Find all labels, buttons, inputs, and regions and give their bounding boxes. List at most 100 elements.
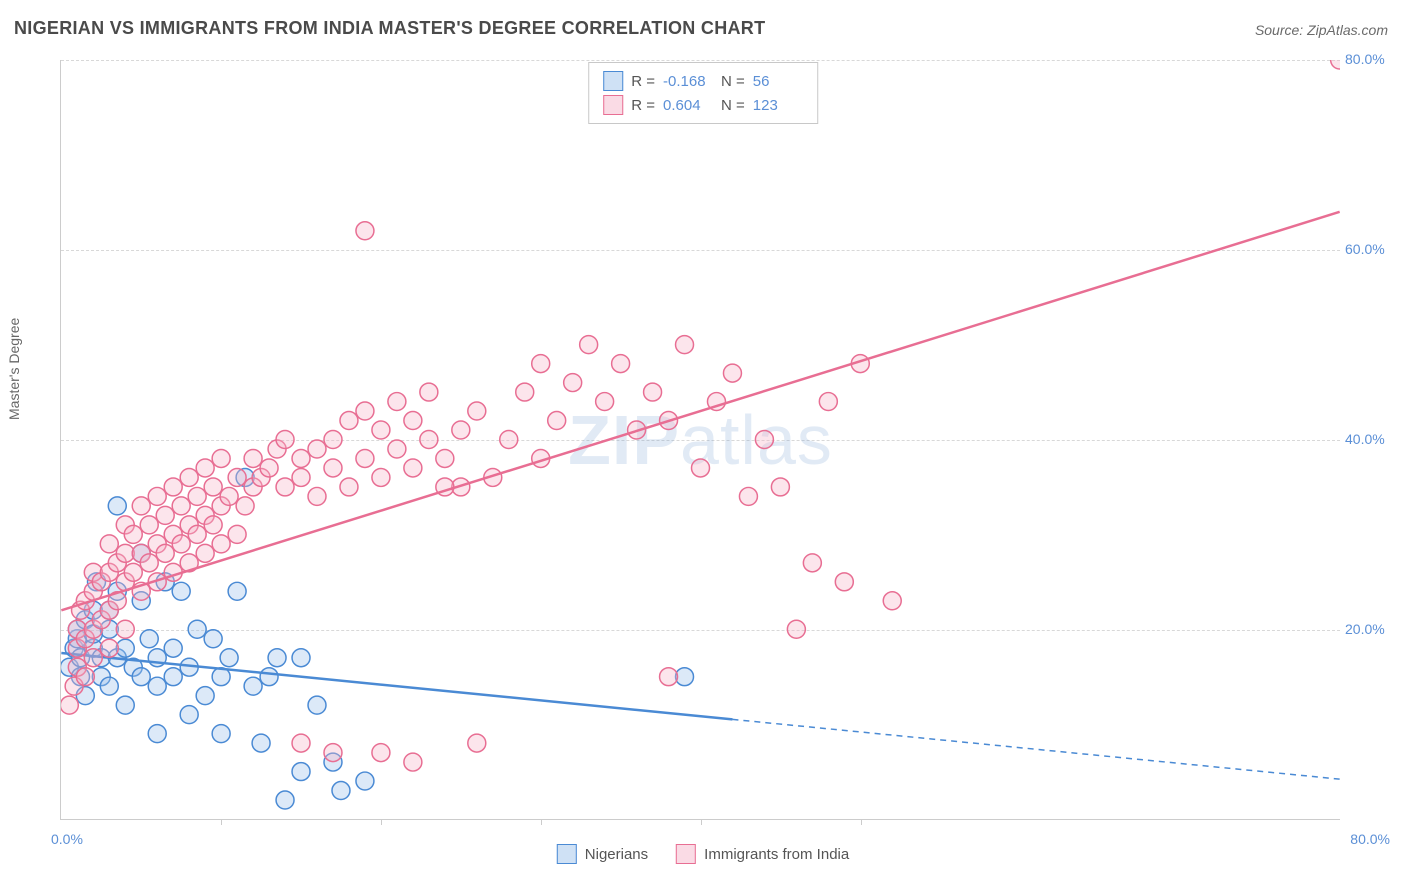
scatter-point <box>835 573 853 591</box>
scatter-point <box>61 696 78 714</box>
scatter-point <box>532 355 550 373</box>
scatter-point <box>172 535 190 553</box>
scatter-point <box>292 734 310 752</box>
scatter-point <box>324 459 342 477</box>
series-legend: Nigerians Immigrants from India <box>557 844 849 864</box>
scatter-point <box>148 725 166 743</box>
legend-item-india: Immigrants from India <box>676 844 849 864</box>
scatter-point <box>260 459 278 477</box>
scatter-point <box>244 449 262 467</box>
scatter-point <box>180 706 198 724</box>
scatter-point <box>324 431 342 449</box>
scatter-point <box>580 336 598 354</box>
scatter-point <box>452 421 470 439</box>
scatter-point <box>356 449 374 467</box>
scatter-point <box>172 497 190 515</box>
r-value-nigerians: -0.168 <box>663 73 713 90</box>
scatter-point <box>787 620 805 638</box>
scatter-point <box>212 725 230 743</box>
scatter-point <box>308 696 326 714</box>
scatter-point <box>356 772 374 790</box>
y-axis-label: Master's Degree <box>6 318 22 420</box>
scatter-point <box>148 487 166 505</box>
scatter-point <box>739 487 757 505</box>
scatter-point <box>228 525 246 543</box>
scatter-point <box>819 393 837 411</box>
scatter-point <box>100 535 118 553</box>
y-tick-label: 80.0% <box>1345 51 1400 67</box>
scatter-point <box>340 478 358 496</box>
scatter-point <box>156 506 174 524</box>
scatter-point <box>204 478 222 496</box>
n-value-india: 123 <box>753 97 803 114</box>
scatter-point <box>356 222 374 240</box>
scatter-point <box>644 383 662 401</box>
scatter-point <box>612 355 630 373</box>
scatter-point <box>372 421 390 439</box>
y-tick-label: 20.0% <box>1345 621 1400 637</box>
scatter-point <box>420 431 438 449</box>
scatter-point <box>100 639 118 657</box>
swatch-nigerians-icon <box>557 844 577 864</box>
x-tick-origin: 0.0% <box>51 831 83 847</box>
scatter-point <box>140 516 158 534</box>
n-label: N = <box>721 73 745 90</box>
scatter-point <box>124 525 142 543</box>
n-value-nigerians: 56 <box>753 73 803 90</box>
scatter-point <box>388 393 406 411</box>
scatter-point <box>372 744 390 762</box>
legend-item-nigerians: Nigerians <box>557 844 648 864</box>
n-label: N = <box>721 97 745 114</box>
scatter-point <box>204 630 222 648</box>
scatter-point <box>164 639 182 657</box>
r-label: R = <box>631 97 655 114</box>
scatter-point <box>156 544 174 562</box>
scatter-point <box>388 440 406 458</box>
scatter-point <box>404 412 422 430</box>
scatter-point <box>468 734 486 752</box>
trend-line <box>61 212 1339 610</box>
scatter-point <box>116 696 134 714</box>
scatter-point <box>220 487 238 505</box>
scatter-point <box>132 497 150 515</box>
scatter-point <box>212 535 230 553</box>
scatter-point <box>212 449 230 467</box>
swatch-india <box>603 95 623 115</box>
scatter-point <box>676 336 694 354</box>
scatter-point <box>140 630 158 648</box>
scatter-point <box>276 431 294 449</box>
scatter-point <box>660 668 678 686</box>
plot-area: ZIPatlas 0.0% 80.0% 20.0%40.0%60.0%80.0% <box>60 60 1340 820</box>
x-tick-mark <box>861 819 862 825</box>
scatter-point <box>244 677 262 695</box>
scatter-point <box>803 554 821 572</box>
r-label: R = <box>631 73 655 90</box>
swatch-nigerians <box>603 71 623 91</box>
scatter-point <box>260 668 278 686</box>
scatter-point <box>404 753 422 771</box>
legend-label-nigerians: Nigerians <box>585 846 648 863</box>
scatter-point <box>308 440 326 458</box>
x-tick-mark <box>701 819 702 825</box>
scatter-point <box>516 383 534 401</box>
x-tick-mark <box>541 819 542 825</box>
legend-row-india: R = 0.604 N = 123 <box>603 93 803 117</box>
scatter-point <box>308 487 326 505</box>
scatter-point <box>324 744 342 762</box>
scatter-point <box>692 459 710 477</box>
scatter-point <box>548 412 566 430</box>
scatter-point <box>436 449 454 467</box>
scatter-point <box>420 383 438 401</box>
legend-label-india: Immigrants from India <box>704 846 849 863</box>
x-tick-mark <box>381 819 382 825</box>
scatter-point <box>292 468 310 486</box>
scatter-point <box>252 734 270 752</box>
scatter-point <box>100 677 118 695</box>
scatter-point <box>292 763 310 781</box>
scatter-point <box>771 478 789 496</box>
scatter-point <box>84 649 102 667</box>
scatter-point <box>108 497 126 515</box>
scatter-point <box>292 649 310 667</box>
swatch-india-icon <box>676 844 696 864</box>
scatter-point <box>164 668 182 686</box>
